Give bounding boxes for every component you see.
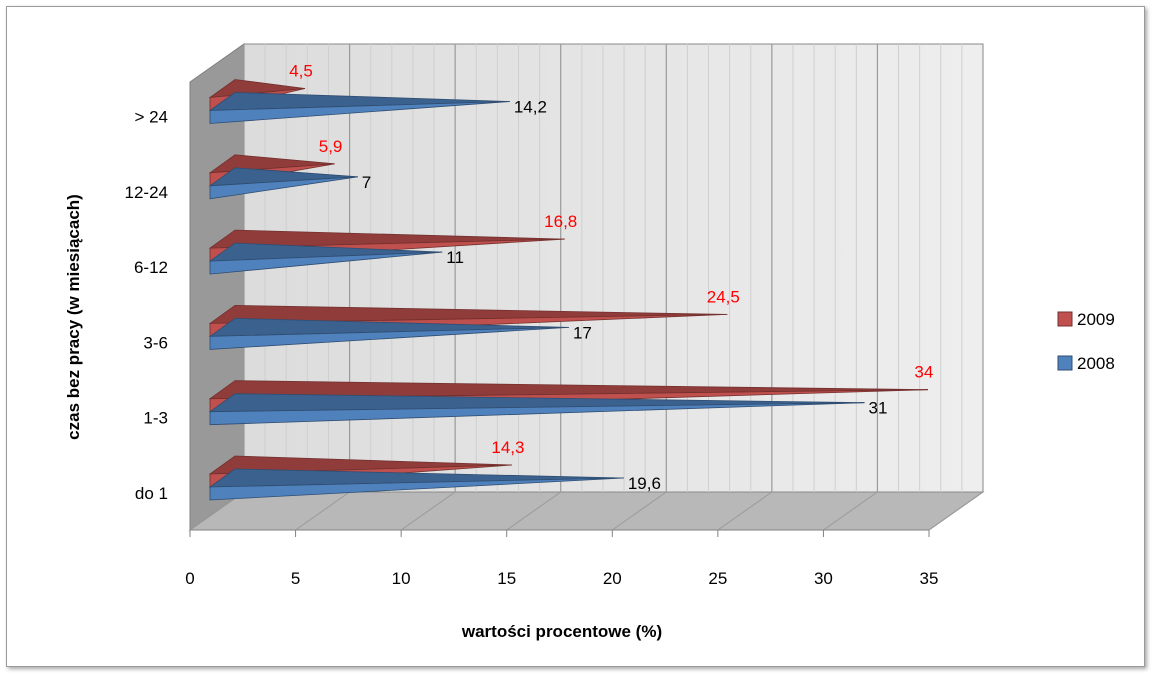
x-tick-label: 15 <box>497 569 516 588</box>
floor <box>188 491 985 531</box>
legend-label-2008: 2008 <box>1077 354 1115 373</box>
bar-2008 <box>209 477 624 501</box>
category-label: 6-12 <box>134 258 168 277</box>
legend-swatch-2008 <box>1057 355 1073 371</box>
category-label: do 1 <box>135 484 168 503</box>
data-label-2009: 16,8 <box>544 212 577 231</box>
x-tick-label: 10 <box>392 569 411 588</box>
category-label: 12-24 <box>125 183 168 202</box>
x-axis-title: wartości procentowe (%) <box>461 622 662 641</box>
x-tick-label: 30 <box>814 569 833 588</box>
category-label: 1-3 <box>143 409 168 428</box>
y-axis-title: czas bez pracy (w miesiącach) <box>64 194 83 440</box>
bars <box>208 79 928 501</box>
floor-line <box>295 491 350 531</box>
legend-swatch-2009 <box>1057 311 1073 327</box>
data-label-2008: 7 <box>362 173 371 192</box>
bar-2008 <box>209 176 358 200</box>
data-label-2009: 34 <box>914 363 933 382</box>
x-tick-label: 25 <box>708 569 727 588</box>
data-label-2008: 19,6 <box>628 474 661 493</box>
x-tick-label: 20 <box>603 569 622 588</box>
bar-2008 <box>209 402 865 426</box>
data-label-2008: 14,2 <box>514 98 547 117</box>
floor-line <box>823 491 878 531</box>
data-label-2009: 14,3 <box>491 438 524 457</box>
x-tick-label: 35 <box>920 569 939 588</box>
floor-line <box>400 491 456 531</box>
floor-line <box>506 491 562 531</box>
y-category-labels: do 1 1-3 3-6 6-12 12-24 > 24 <box>125 108 168 504</box>
category-label: 3-6 <box>143 333 168 352</box>
chart-frame: 14,3 19,6 34 31 24,5 17 16,8 11 5,9 7 4,5 14,2 0 5 10… <box>6 6 1145 667</box>
data-label-2009: 5,9 <box>319 137 343 156</box>
x-tick-label: 5 <box>291 569 300 588</box>
chart-svg: 14,3 19,6 34 31 24,5 17 16,8 11 5,9 7 4,5 14,2 0 5 10… <box>64 43 1115 641</box>
bar-2008 <box>209 327 569 350</box>
floor-lines <box>189 491 984 531</box>
bar-2008 <box>209 251 443 275</box>
floor-line <box>717 491 773 531</box>
x-tick-label: 0 <box>185 569 194 588</box>
data-labels: 14,3 19,6 34 31 24,5 17 16,8 11 5,9 7 4,5 14,2 <box>289 62 933 494</box>
floor-line <box>611 491 667 531</box>
category-label: > 24 <box>134 108 168 127</box>
data-label-2008: 11 <box>446 248 464 267</box>
data-label-2009: 4,5 <box>289 62 313 81</box>
legend: 2009 2008 <box>1057 310 1115 373</box>
floor-line <box>928 491 984 531</box>
data-label-2009: 24,5 <box>707 287 740 306</box>
bar-2008 <box>209 101 510 124</box>
legend-label-2009: 2009 <box>1077 310 1115 329</box>
data-label-2008: 31 <box>869 399 888 418</box>
data-label-2008: 17 <box>573 323 592 342</box>
x-tick-labels: 0 5 10 15 20 25 30 35 <box>185 530 938 588</box>
